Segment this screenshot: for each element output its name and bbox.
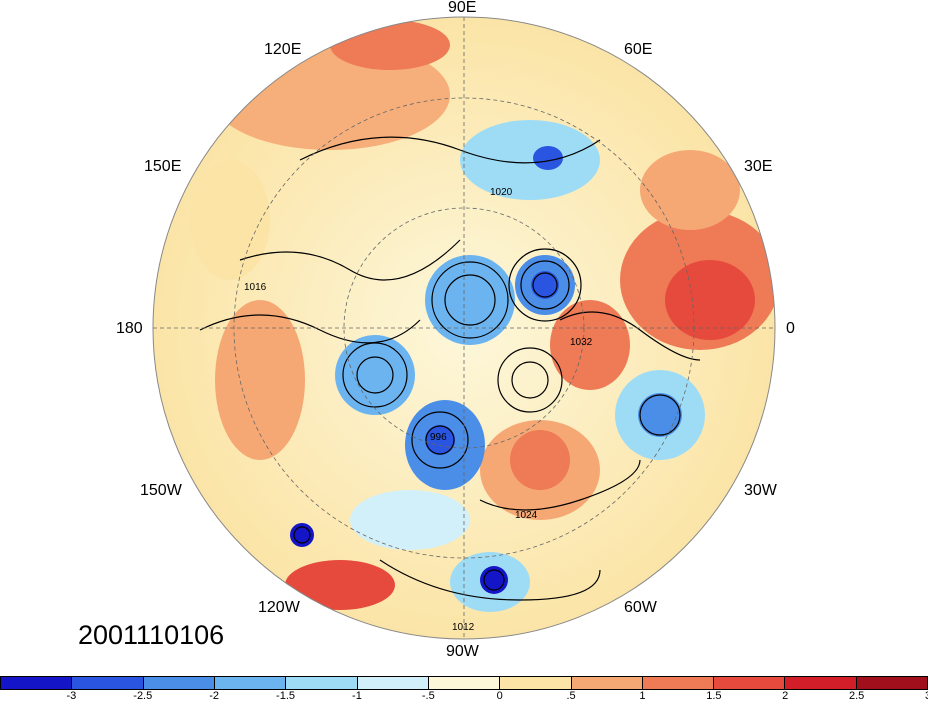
colorbar-tick-label: -1.5 <box>276 690 296 702</box>
isobar-contours <box>199 136 701 601</box>
colorbar-swatch <box>1 677 73 689</box>
colorbar-swatch <box>714 677 786 689</box>
colorbar-swatch <box>856 677 928 689</box>
contour-label: 1024 <box>515 510 538 521</box>
map-border <box>152 16 776 640</box>
lon-label-30e: 30E <box>744 158 773 175</box>
lon-label-90e: 90E <box>448 0 477 16</box>
lon-label-90w: 90W <box>446 643 479 660</box>
colorbar-tick-label: -2.5 <box>133 690 153 702</box>
date-stamp: 2001110106 <box>78 620 225 650</box>
colorbar-tick-label: -3 <box>66 690 77 702</box>
colorbar-swatch <box>214 677 287 689</box>
graticule <box>153 17 775 639</box>
colorbar <box>0 676 928 690</box>
colorbar-tick-label: 1 <box>639 690 646 702</box>
contour-label: 1020 <box>490 187 513 198</box>
colorbar-swatch <box>286 677 358 689</box>
colorbar-tick-label: 0 <box>496 690 503 702</box>
colorbar-tick-label: -.5 <box>421 690 435 702</box>
polar-map: 1012 1016 1020 1024 1032 996 <box>152 16 776 640</box>
colorbar-swatch <box>785 677 857 689</box>
colorbar-tick-label: -2 <box>209 690 220 702</box>
contour-label: 1032 <box>570 337 593 348</box>
lon-label-0: 0 <box>786 320 795 337</box>
colorbar-swatch <box>500 677 572 689</box>
lon-label-120w: 120W <box>258 599 300 616</box>
colorbar-tick-label: -1 <box>352 690 362 702</box>
contour-labels: 1012 1016 1020 1024 1032 996 <box>244 187 593 633</box>
colorbar-tick-label: .5 <box>566 690 576 702</box>
colorbar-swatch <box>143 677 215 689</box>
lon-label-60w: 60W <box>624 599 657 616</box>
colorbar-swatch <box>428 677 501 689</box>
contour-label: 1016 <box>244 282 267 293</box>
lon-label-120e: 120E <box>264 41 302 58</box>
anomaly-field <box>153 17 775 639</box>
colorbar-swatch <box>642 677 715 689</box>
colorbar-swatch <box>571 677 643 689</box>
lon-label-60e: 60E <box>624 41 653 58</box>
lon-label-150e: 150E <box>144 158 182 175</box>
lon-label-30w: 30W <box>744 482 777 499</box>
contour-label: 1012 <box>452 622 475 633</box>
colorbar-swatch <box>357 677 429 689</box>
contour-label: 996 <box>430 432 447 443</box>
colorbar-tick-label: 3 <box>925 690 928 702</box>
colorbar-swatch <box>72 677 144 689</box>
lon-label-180: 180 <box>116 320 143 337</box>
lon-label-150w: 150W <box>140 482 182 499</box>
colorbar-tick-label: 1.5 <box>706 690 722 702</box>
colorbar-tick-label: 2.5 <box>848 690 865 702</box>
colorbar-tick-label: 2 <box>782 690 789 702</box>
